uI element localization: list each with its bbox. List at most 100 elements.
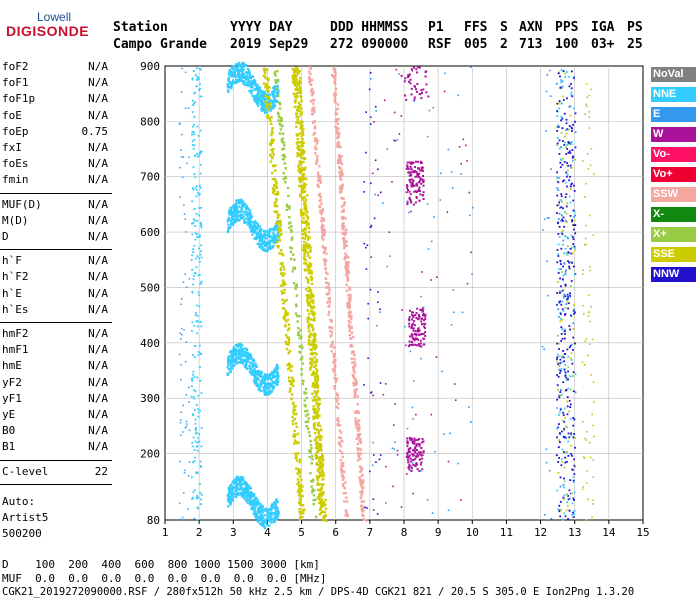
- trace-dot: [408, 463, 411, 466]
- trace-dot: [268, 230, 272, 233]
- trace-dot: [332, 361, 335, 364]
- trace-dot: [310, 90, 313, 94]
- trace-dot: [417, 333, 420, 336]
- trace-dot: [254, 228, 258, 231]
- trace-dot: [336, 135, 340, 139]
- trace-dot: [564, 461, 567, 464]
- trace-dot: [565, 181, 567, 184]
- trace-dot: [199, 83, 201, 86]
- trace-dot: [314, 397, 317, 401]
- trace-dot: [416, 344, 419, 347]
- trace-dot: [422, 184, 425, 187]
- trace-dot: [298, 507, 301, 511]
- trace-dot: [246, 356, 249, 359]
- trace-dot: [590, 306, 592, 308]
- trace-dot: [419, 193, 422, 196]
- trace-dot: [565, 452, 567, 455]
- trace-dot: [351, 361, 354, 364]
- trace-dot: [559, 372, 561, 374]
- trace-dot: [296, 137, 299, 141]
- trace-dot: [200, 503, 202, 506]
- trace-dot: [369, 182, 372, 185]
- trace-dot: [426, 203, 429, 205]
- trace-dot: [185, 420, 188, 423]
- trace-dot: [407, 449, 410, 452]
- trace-dot: [310, 277, 314, 281]
- trace-dot: [337, 442, 341, 446]
- trace-dot: [310, 462, 314, 465]
- trace-dot: [295, 442, 298, 445]
- trace-dot: [567, 495, 570, 497]
- trace-dot: [332, 355, 336, 358]
- trace-dot: [336, 397, 340, 400]
- trace-dot: [191, 254, 193, 257]
- trace-dot: [265, 522, 268, 525]
- trace-dot: [566, 400, 568, 403]
- trace-dot: [343, 233, 347, 236]
- trace-dot: [227, 505, 230, 508]
- trace-dot: [305, 425, 308, 428]
- trace-dot: [351, 352, 354, 355]
- trace-dot: [335, 132, 338, 135]
- trace-dot: [321, 469, 324, 472]
- trace-dot: [261, 375, 264, 379]
- trace-dot: [258, 237, 261, 240]
- trace-dot: [369, 288, 372, 291]
- trace-dot: [313, 356, 316, 359]
- trace-dot: [282, 144, 286, 147]
- param-label: h`F2: [2, 270, 29, 284]
- trace-dot: [406, 456, 409, 459]
- trace-dot: [247, 69, 251, 72]
- trace-dot: [417, 338, 420, 341]
- trace-dot: [241, 490, 244, 493]
- trace-dot: [236, 219, 239, 222]
- trace-dot: [193, 275, 195, 277]
- trace-dot: [197, 496, 200, 499]
- trace-dot: [313, 131, 317, 135]
- trace-dot: [200, 392, 203, 395]
- trace-dot: [268, 386, 271, 389]
- trace-dot: [393, 111, 396, 114]
- trace-dot: [252, 495, 255, 498]
- trace-dot: [288, 349, 292, 353]
- trace-dot: [256, 92, 259, 95]
- trace-dot: [199, 163, 202, 166]
- trace-dot: [302, 128, 305, 131]
- trace-dot: [272, 102, 275, 105]
- trace-dot: [337, 144, 340, 147]
- trace-dot: [301, 124, 304, 127]
- trace-dot: [356, 395, 359, 398]
- trace-dot: [316, 406, 320, 409]
- trace-dot: [357, 436, 361, 439]
- trace-dot: [557, 233, 560, 235]
- trace-dot: [572, 417, 575, 419]
- trace-dot: [263, 390, 266, 393]
- trace-dot: [366, 244, 369, 247]
- trace-dot: [590, 374, 592, 376]
- auto-info-line: Auto:: [2, 494, 36, 508]
- trace-dot: [273, 242, 277, 245]
- trace-dot: [309, 471, 312, 475]
- trace-dot: [408, 318, 411, 321]
- trace-dot: [344, 513, 347, 517]
- trace-dot: [255, 498, 259, 501]
- trace-dot: [270, 503, 273, 506]
- trace-dot: [564, 76, 567, 79]
- trace-dot: [568, 489, 571, 492]
- trace-dot: [560, 317, 562, 320]
- y-tick-label: 900: [140, 60, 160, 73]
- trace-dot: [561, 163, 564, 166]
- trace-dot: [340, 205, 344, 208]
- trace-dot: [352, 376, 356, 380]
- trace-dot: [411, 440, 414, 443]
- trace-dot: [418, 329, 421, 332]
- trace-dot: [270, 511, 273, 514]
- trace-dot: [300, 130, 304, 133]
- trace-dot: [266, 523, 269, 527]
- trace-dot: [293, 73, 296, 76]
- trace-dot: [411, 323, 414, 326]
- trace-dot: [416, 71, 419, 74]
- trace-dot: [260, 99, 263, 102]
- trace-dot: [299, 148, 302, 152]
- trace-dot: [349, 294, 352, 297]
